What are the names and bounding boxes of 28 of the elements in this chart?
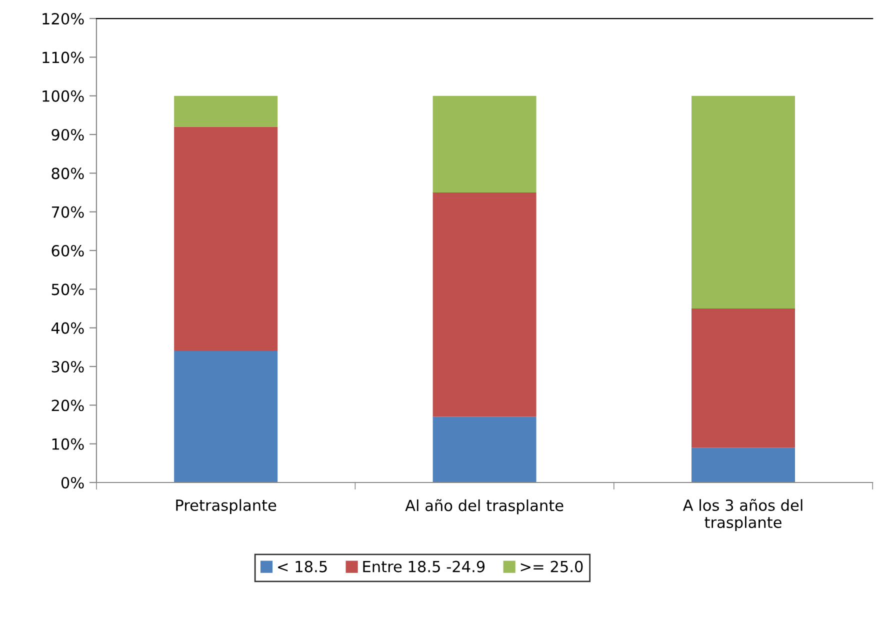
y-tick-label: 0%: [61, 476, 84, 489]
y-tick-label: 50%: [52, 284, 84, 296]
y-tick-label: 60%: [52, 244, 84, 257]
bar: [692, 308, 795, 448]
x-tick-label: A los 3 años del trasplante: [682, 498, 802, 532]
y-tick-label: 40%: [51, 322, 84, 334]
bar: [432, 192, 536, 417]
bar: [432, 416, 536, 482]
y-tick-label: 30%: [52, 360, 84, 373]
x-tick-label: Al año del trasplante: [405, 499, 564, 514]
bar: [174, 126, 278, 352]
bar: [432, 96, 536, 193]
y-tick-label: 90%: [52, 128, 84, 141]
y-tick-label: 110%: [42, 52, 84, 64]
bar: [692, 96, 795, 308]
bar: [174, 351, 278, 482]
y-tick-label: 100%: [42, 90, 84, 102]
y-tick-label: 70%: [52, 206, 84, 218]
x-tick-label: Pretrasplante: [176, 499, 276, 514]
y-tick-label: 120%: [42, 12, 84, 25]
legend-label: < 18.5: [278, 560, 327, 572]
legend-label: Entre 18.5 -24.9: [363, 560, 485, 572]
bar: [692, 448, 795, 482]
y-tick-label: 10%: [52, 438, 84, 450]
bar: [174, 96, 278, 127]
y-tick-label: 80%: [52, 168, 84, 180]
y-tick-label: 20%: [52, 400, 84, 412]
legend-label: >= 25.0: [520, 560, 583, 572]
